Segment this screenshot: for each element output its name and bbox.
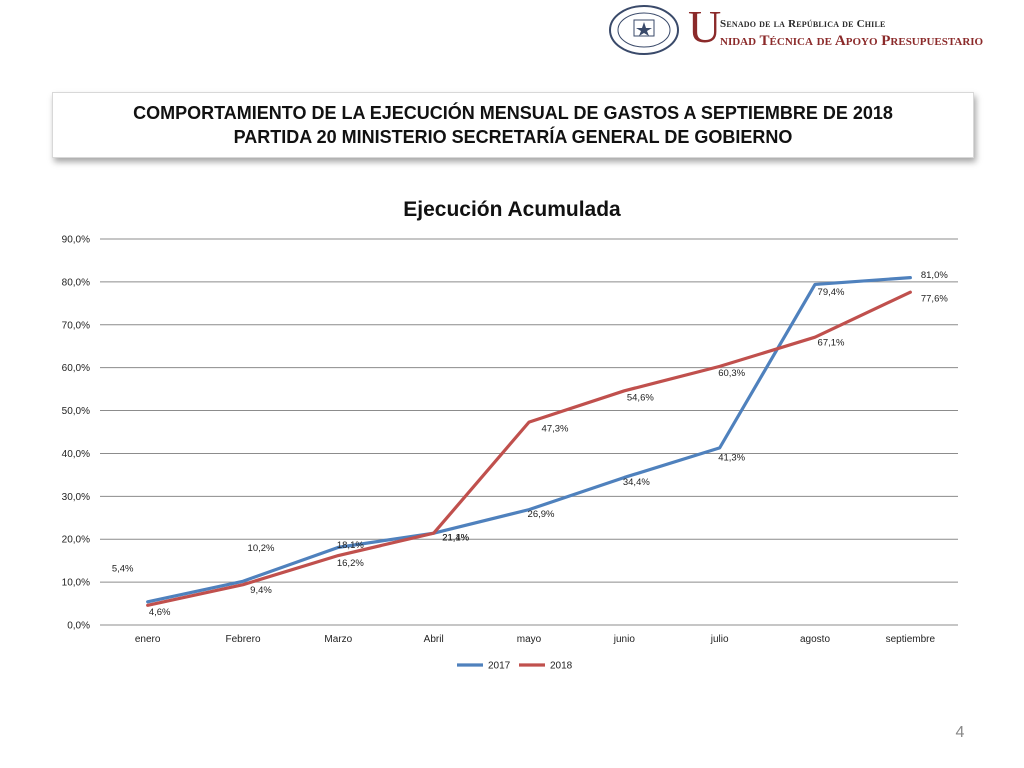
y-tick-label: 0,0% (67, 621, 90, 632)
data-label-2017: 34,4% (623, 477, 650, 488)
x-tick-label: Abril (424, 634, 444, 645)
y-tick-label: 80,0% (62, 277, 90, 288)
x-tick-label: enero (135, 634, 161, 645)
y-tick-label: 40,0% (62, 449, 90, 460)
brand-initial: U (688, 1, 722, 52)
slide-title-box: COMPORTAMIENTO DE LA EJECUCIÓN MENSUAL D… (52, 92, 974, 158)
y-tick-label: 10,0% (62, 578, 90, 589)
data-label-2017: 79,4% (818, 287, 845, 298)
y-tick-label: 50,0% (62, 406, 90, 417)
data-label-2017: 18,1% (337, 540, 364, 551)
legend-label-2018: 2018 (550, 661, 573, 672)
brand-unit-name: nidad Técnica de Apoyo Presupuestario (720, 33, 984, 49)
data-label-2017: 26,9% (528, 509, 555, 520)
y-tick-label: 70,0% (62, 320, 90, 331)
senate-seal-icon (609, 5, 679, 55)
data-label-2018: 67,1% (818, 338, 845, 349)
slide-title-line2: PARTIDA 20 MINISTERIO SECRETARÍA GENERAL… (233, 127, 793, 147)
data-label-2018: 60,3% (718, 368, 745, 379)
series-line-2017 (146, 276, 912, 604)
brand-senate-name: Senado de la República de Chile (720, 18, 886, 30)
legend-label-2017: 2017 (488, 661, 511, 672)
data-label-2018: 77,6% (921, 294, 948, 305)
header-logo-area: U Senado de la República de Chile nidad … (608, 2, 1018, 56)
x-tick-label: Febrero (225, 634, 260, 645)
data-label-2017: 10,2% (248, 543, 275, 554)
x-tick-label: julio (710, 634, 729, 645)
x-tick-label: septiembre (886, 634, 936, 645)
brand-logo: U Senado de la República de Chile nidad … (688, 2, 1018, 56)
data-label-2018: 9,4% (250, 585, 272, 596)
data-label-2018: 54,6% (627, 392, 654, 403)
data-label-2017: 21,4% (442, 533, 469, 544)
data-label-2017: 5,4% (112, 563, 134, 574)
x-tick-label: Marzo (324, 634, 352, 645)
y-tick-label: 90,0% (62, 235, 90, 246)
data-label-2018: 47,3% (542, 424, 569, 435)
data-label-2017: 81,0% (921, 270, 948, 281)
y-tick-label: 30,0% (62, 492, 90, 503)
x-tick-label: mayo (517, 634, 542, 645)
slide-title-line1: COMPORTAMIENTO DE LA EJECUCIÓN MENSUAL D… (133, 103, 893, 123)
data-label-2018: 21,1% (442, 533, 469, 544)
x-tick-label: agosto (800, 634, 830, 645)
data-label-2018: 4,6% (149, 607, 171, 618)
chart-title: Ejecución Acumulada (403, 198, 621, 221)
x-tick-label: junio (613, 634, 636, 645)
series-line-2018 (146, 290, 912, 607)
page-number: 4 (955, 724, 965, 741)
data-label-2018: 16,2% (337, 558, 364, 569)
data-label-2017: 41,3% (718, 452, 745, 463)
y-tick-label: 60,0% (62, 363, 90, 374)
y-tick-label: 20,0% (62, 535, 90, 546)
